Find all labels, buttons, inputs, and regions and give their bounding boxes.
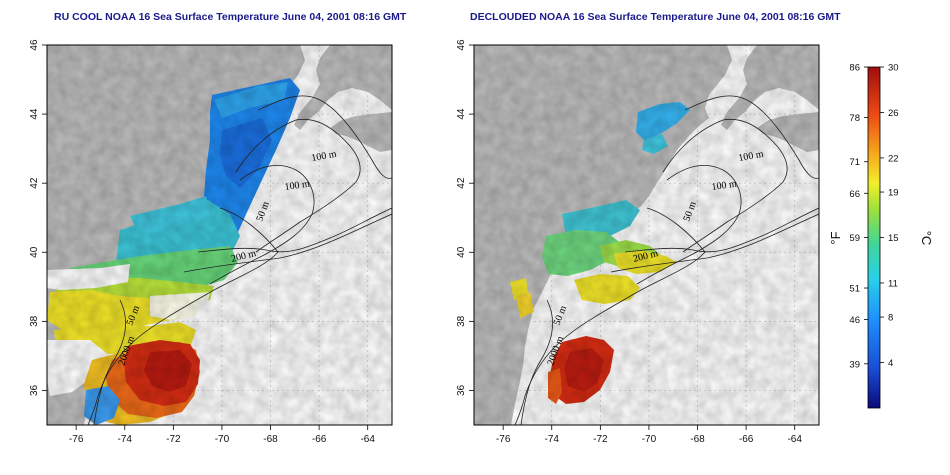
- fahrenheit-tick-label: 59: [849, 233, 860, 244]
- left-map-panel: 100 m 100 m 50 m 200 m 50 m 2000 m -76 -7…: [29, 39, 393, 445]
- right-axis-ticks: -76 -74 -72 -70 -68 -66 -64 36 38 40 42 44 46: [456, 39, 802, 445]
- celsius-tick-label: 4: [888, 358, 893, 369]
- fahrenheit-tick-label: 51: [849, 284, 860, 295]
- fahrenheit-tick-label: 39: [849, 359, 860, 370]
- left-contour-label-100m-south: 100 m: [284, 179, 311, 193]
- left-y-tick-label: 40: [29, 246, 40, 258]
- left-x-tick-label: -64: [360, 434, 375, 445]
- celsius-tick-label: 30: [888, 63, 899, 74]
- celsius-unit-label: °C: [919, 231, 934, 246]
- left-contour-label-100m-north: 100 m: [311, 149, 338, 164]
- left-plot-frame: [46, 44, 393, 426]
- right-contour-label-100m-north: 100 m: [738, 149, 765, 164]
- right-x-tick-label: -66: [739, 434, 754, 445]
- left-x-tick-label: -76: [69, 434, 84, 445]
- right-plot-frame: [473, 44, 820, 426]
- celsius-tick-label: 11: [888, 278, 898, 289]
- celsius-tick-label: 26: [888, 108, 899, 119]
- celsius-tick-label: 22: [888, 153, 899, 164]
- left-x-tick-label: -68: [263, 434, 278, 445]
- right-panel-title: DECLOUDED NOAA 16 Sea Surface Temperatur…: [470, 11, 841, 23]
- right-y-tick-label: 42: [456, 177, 467, 189]
- right-x-tick-label: -64: [787, 434, 802, 445]
- left-axis-ticks: -76 -74 -72 -70 -68 -66 -64 36 38 40 42 44 46: [29, 39, 375, 445]
- left-y-tick-label: 44: [29, 108, 40, 120]
- right-x-tick-label: -74: [545, 434, 560, 445]
- fahrenheit-tick-label: 86: [849, 63, 860, 74]
- right-x-tick-label: -72: [593, 434, 608, 445]
- left-y-tick-label: 46: [29, 39, 40, 51]
- fahrenheit-tick-label: 78: [849, 113, 860, 124]
- celsius-tick-label: 19: [888, 188, 899, 199]
- left-x-tick-label: -74: [118, 434, 133, 445]
- colorbar-gradient: [867, 66, 881, 409]
- left-panel-title: RU COOL NOAA 16 Sea Surface Temperature …: [54, 11, 407, 23]
- fahrenheit-tick-label: 71: [849, 157, 860, 168]
- right-map-panel: 100 m 100 m 50 m 200 m 50 m 2000 m -76 -7…: [456, 39, 820, 445]
- fahrenheit-tick-label: 46: [849, 315, 860, 326]
- left-sst-swath: [47, 45, 392, 425]
- left-y-tick-label: 38: [29, 315, 40, 327]
- colorbar-ticks: 30 26 22 19 15 11 8 4 86 78 71 66 59 51 46 39: [849, 63, 898, 371]
- right-y-tick-label: 40: [456, 246, 467, 258]
- right-y-tick-label: 44: [456, 108, 467, 120]
- right-y-tick-label: 36: [456, 384, 467, 396]
- temperature-colorbar: 30 26 22 19 15 11 8 4 86 78 71 66 59 51 46 39 °F °C: [828, 63, 934, 409]
- right-x-tick-label: -70: [642, 434, 657, 445]
- celsius-tick-label: 15: [888, 233, 899, 244]
- left-x-tick-label: -70: [215, 434, 230, 445]
- left-y-tick-label: 36: [29, 384, 40, 396]
- left-y-tick-label: 42: [29, 177, 40, 189]
- left-x-tick-label: -72: [166, 434, 181, 445]
- left-bathymetry-contours: [87, 95, 392, 425]
- right-x-tick-label: -68: [690, 434, 705, 445]
- right-y-tick-label: 46: [456, 39, 467, 51]
- fahrenheit-tick-label: 66: [849, 189, 860, 200]
- right-declouded-sst: [474, 45, 819, 425]
- right-x-tick-label: -76: [496, 434, 511, 445]
- fahrenheit-unit-label: °F: [828, 231, 843, 244]
- celsius-tick-label: 8: [888, 313, 893, 324]
- left-x-tick-label: -66: [312, 434, 327, 445]
- right-y-tick-label: 38: [456, 315, 467, 327]
- right-bathymetry-contours: [514, 95, 819, 425]
- right-contour-label-100m-south: 100 m: [711, 179, 738, 193]
